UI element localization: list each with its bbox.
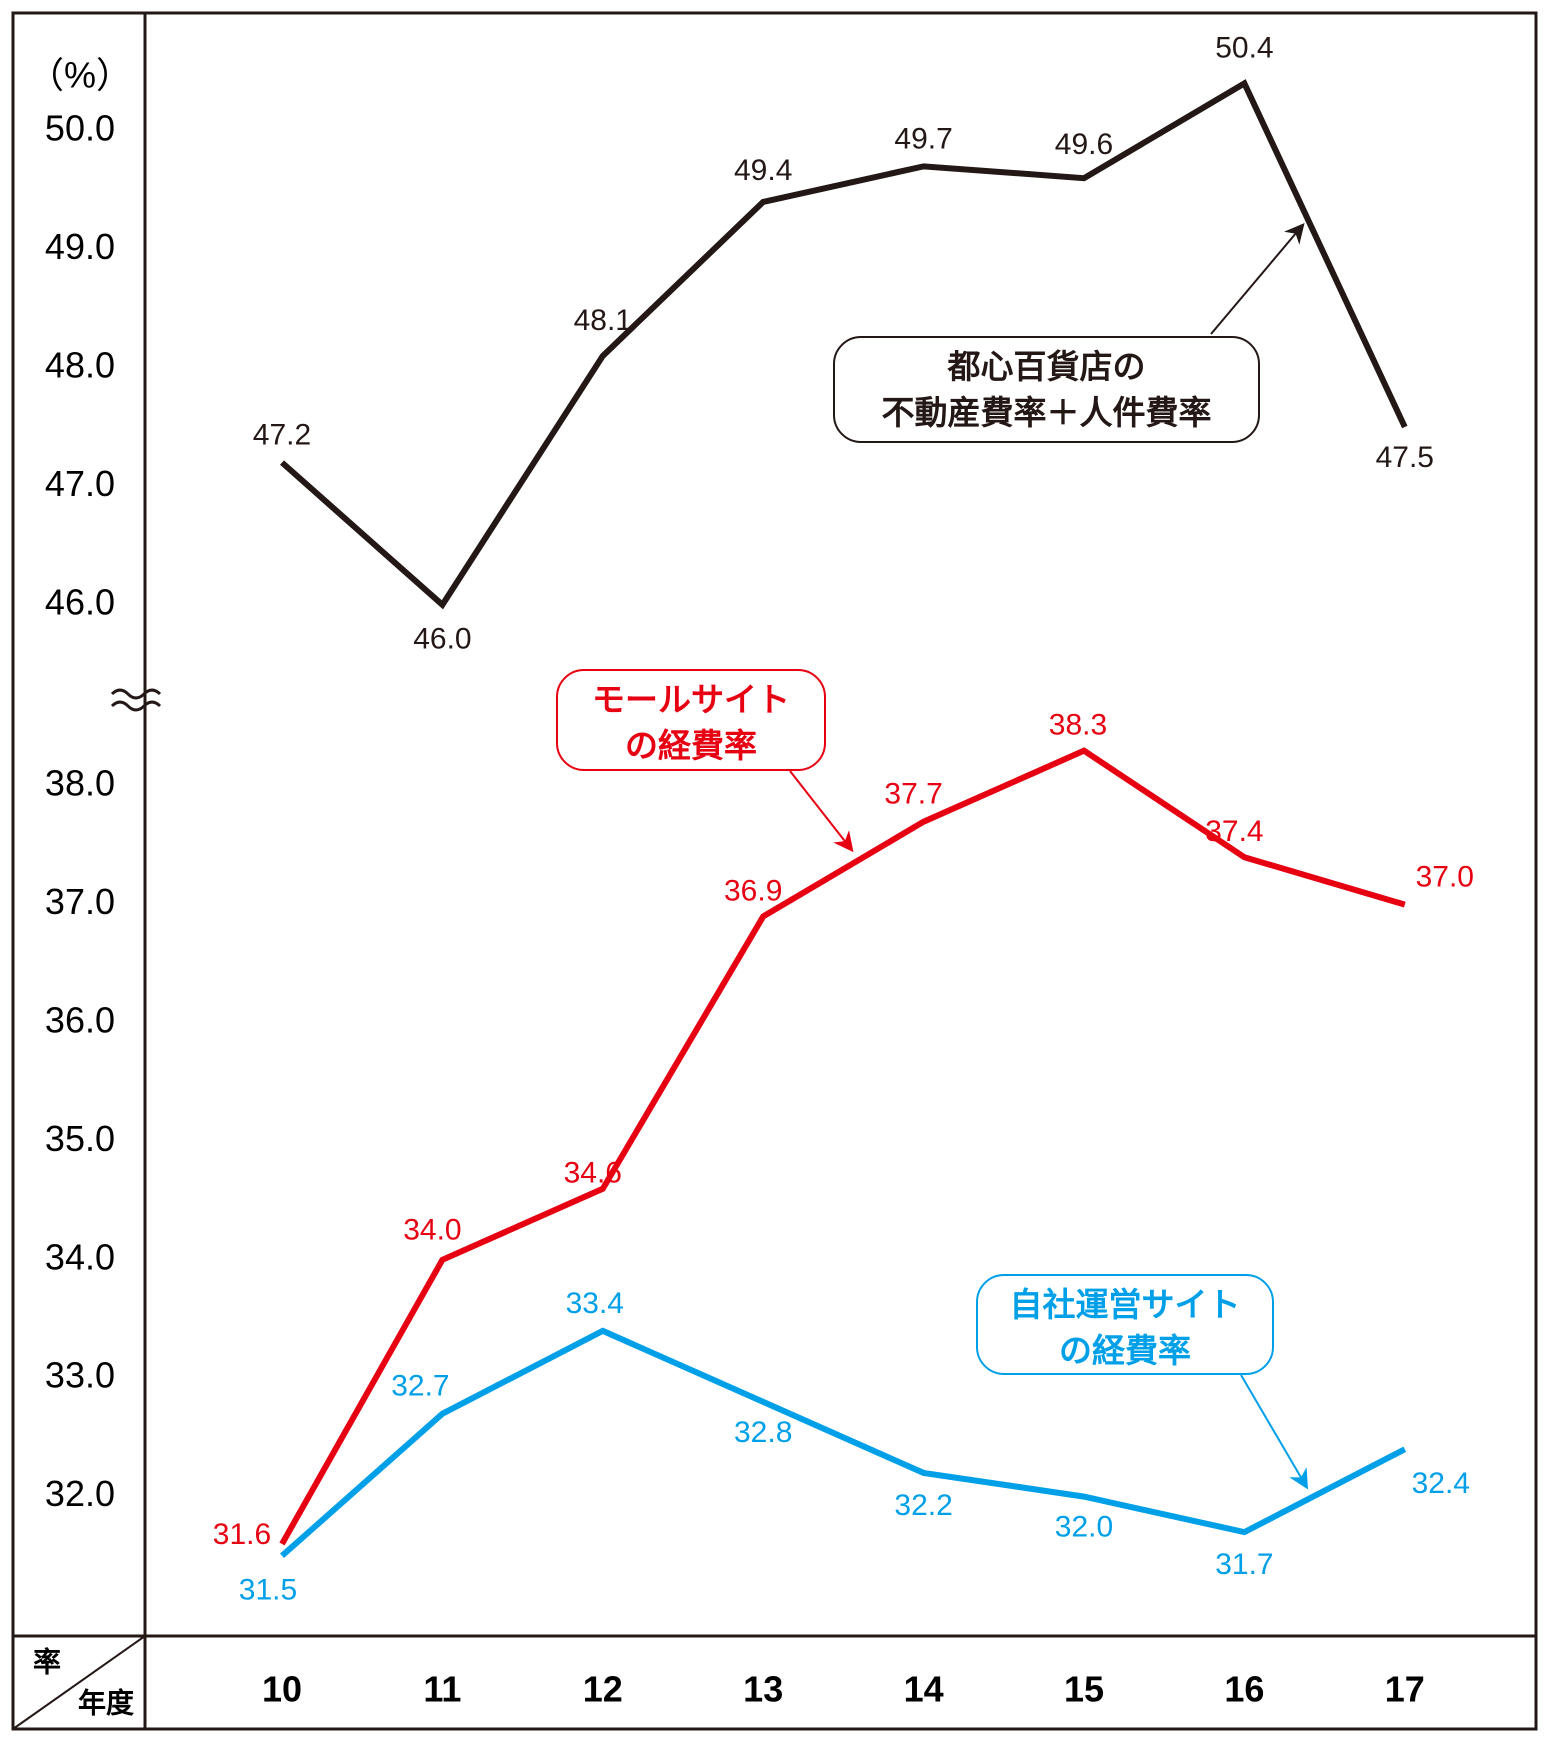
data-label: 32.8 <box>734 1416 792 1449</box>
y-tick-label: 49.0 <box>45 226 115 267</box>
annotation-arrow <box>789 770 854 853</box>
data-label: 47.5 <box>1376 441 1434 474</box>
corner-diagonal <box>12 1635 146 1730</box>
annotation-arrow <box>1240 1374 1309 1490</box>
x-tick-label: 12 <box>583 1669 623 1710</box>
series-line <box>280 79 1408 610</box>
x-tick-label: 14 <box>904 1669 944 1710</box>
axis-break <box>110 688 162 712</box>
data-label: 31.6 <box>213 1518 271 1551</box>
y-tick-label: 36.0 <box>45 1000 115 1041</box>
data-label: 37.4 <box>1205 815 1263 848</box>
series-line <box>280 1327 1407 1559</box>
data-label: 37.7 <box>884 778 942 811</box>
x-tick-label: 17 <box>1385 1669 1425 1710</box>
data-label: 47.2 <box>253 418 311 451</box>
data-label: 36.9 <box>724 874 782 907</box>
data-label: 50.4 <box>1215 31 1273 64</box>
data-label: 49.4 <box>734 154 792 187</box>
data-label: 49.6 <box>1055 128 1113 161</box>
data-label: 34.6 <box>564 1157 622 1190</box>
series-label: 都心百貨店の 不動産費率＋人件費率 <box>833 336 1260 443</box>
y-tick-label: 47.0 <box>45 463 115 504</box>
data-label: 48.1 <box>574 304 632 337</box>
y-tick-label: 50.0 <box>45 107 115 148</box>
data-label: 32.7 <box>391 1370 449 1403</box>
data-label: 31.7 <box>1215 1548 1273 1581</box>
y-tick-label: 38.0 <box>45 763 115 804</box>
x-tick-label: 16 <box>1224 1669 1264 1710</box>
data-label: 37.0 <box>1416 861 1474 894</box>
y-tick-label: 32.0 <box>45 1473 115 1514</box>
series-line <box>279 747 1406 1546</box>
y-axis-label: （%） <box>28 55 132 96</box>
y-tick-label: 48.0 <box>45 344 115 385</box>
data-label: 32.4 <box>1412 1467 1470 1500</box>
data-label: 32.0 <box>1055 1511 1113 1544</box>
data-label: 34.0 <box>403 1214 461 1247</box>
data-label: 33.4 <box>566 1287 624 1320</box>
frame <box>11 11 1538 1731</box>
series-label: モールサイト の経費率 <box>556 669 826 771</box>
y-tick-label: 34.0 <box>45 1236 115 1277</box>
data-label: 32.2 <box>894 1489 952 1522</box>
x-tick-label: 10 <box>262 1669 302 1710</box>
data-label: 46.0 <box>413 623 471 656</box>
annotation-arrow <box>1210 222 1305 335</box>
y-tick-label: 46.0 <box>45 581 115 622</box>
data-label: 31.5 <box>239 1574 297 1607</box>
data-label: 49.7 <box>894 122 952 155</box>
y-header: 率 <box>33 1645 61 1677</box>
x-tick-label: 13 <box>743 1669 783 1710</box>
x-tick-label: 15 <box>1064 1669 1104 1710</box>
y-tick-label: 35.0 <box>45 1118 115 1159</box>
series-label: 自社運営サイト の経費率 <box>976 1274 1274 1375</box>
x-header: 年度 <box>78 1686 134 1718</box>
y-tick-label: 33.0 <box>45 1355 115 1396</box>
data-label: 38.3 <box>1049 709 1107 742</box>
y-tick-label: 37.0 <box>45 881 115 922</box>
x-tick-label: 11 <box>423 1669 461 1710</box>
